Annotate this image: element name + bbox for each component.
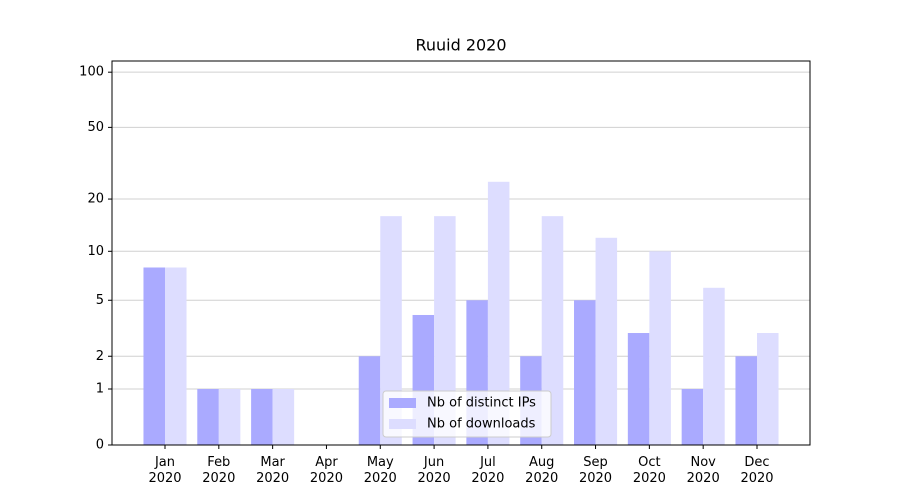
legend-box: [382, 390, 552, 438]
plot-frame: [111, 60, 811, 446]
legend-swatch: [389, 398, 416, 408]
x-tick-label: Jul 2020: [471, 455, 504, 486]
bar: [434, 216, 456, 445]
x-tick-label: Sep 2020: [579, 455, 612, 486]
bar: [143, 267, 165, 445]
x-tick-label: Feb 2020: [202, 455, 235, 486]
bar: [358, 356, 381, 445]
bar: [649, 251, 671, 445]
bar: [541, 216, 564, 445]
bar: [681, 389, 704, 445]
legend-swatch: [389, 419, 416, 429]
x-tick-label: Aug 2020: [525, 455, 558, 486]
y-tick-label: 5: [96, 293, 104, 308]
legend: Nb of distinct IPs Nb of downloads: [382, 390, 552, 438]
legend-label: Nb of downloads: [427, 417, 536, 432]
bar: [218, 389, 241, 445]
y-tick-label: 10: [87, 244, 104, 259]
chart-title: Ruuid 2020: [415, 36, 506, 55]
y-tick-label: 100: [79, 65, 104, 80]
bar: [735, 356, 757, 445]
x-tick-label: Jan 2020: [148, 455, 181, 486]
bar: [487, 181, 510, 445]
bar: [251, 389, 273, 445]
x-tick-label: May 2020: [364, 455, 397, 486]
bar: [272, 389, 295, 445]
bar: [197, 389, 219, 445]
y-tick-label: 0: [96, 438, 104, 453]
x-tick-label: Jun 2020: [418, 455, 451, 486]
bar: [595, 237, 618, 445]
x-tick-label: Nov 2020: [687, 455, 720, 486]
legend-label: Nb of distinct IPs: [427, 396, 536, 411]
bar: [703, 287, 725, 445]
x-tick-label: Mar 2020: [256, 455, 289, 486]
bar: [757, 333, 779, 445]
y-tick-label: 2: [96, 349, 104, 364]
x-tick-label: Apr 2020: [310, 455, 343, 486]
y-tick-label: 20: [87, 192, 104, 207]
bar: [627, 333, 650, 445]
x-tick-label: Dec 2020: [740, 455, 773, 486]
bar: [165, 267, 187, 445]
bar: [380, 216, 402, 445]
y-tick-label: 50: [87, 120, 104, 135]
x-tick-label: Oct 2020: [633, 455, 666, 486]
y-tick-label: 1: [96, 382, 104, 397]
bar: [574, 300, 596, 445]
